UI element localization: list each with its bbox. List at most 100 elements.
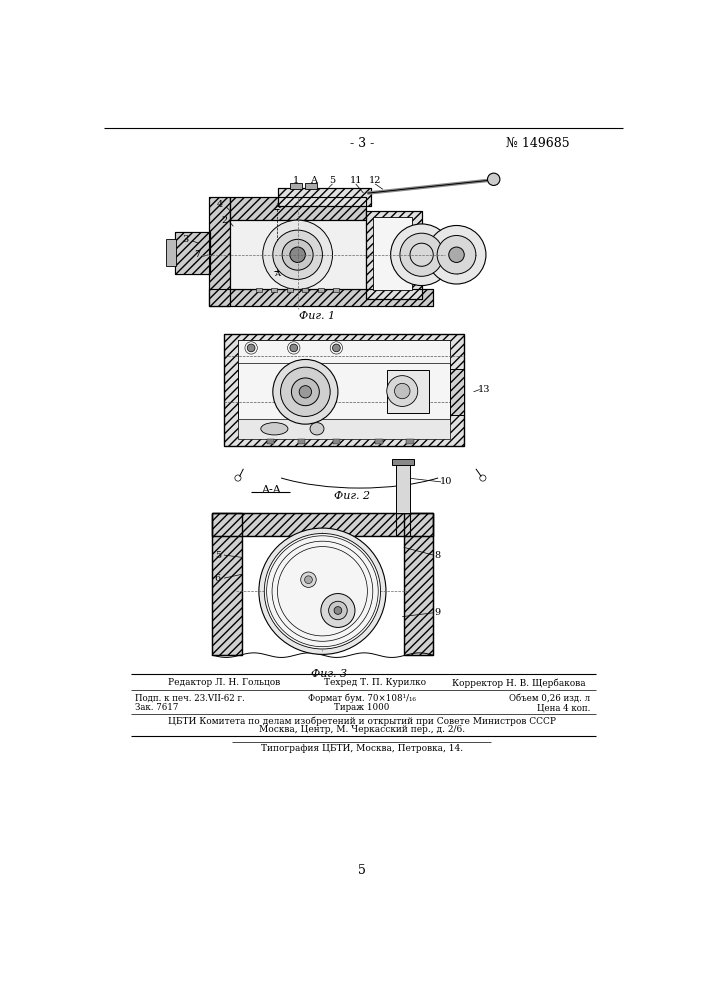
Bar [450,369,464,415]
Text: 5: 5 [358,864,366,877]
Text: 8: 8 [434,551,440,560]
Bar [209,289,433,306]
Bar [366,211,421,299]
Text: Зак. 7617: Зак. 7617 [135,703,178,712]
Bar [166,239,176,266]
Bar [212,513,242,655]
Bar [267,439,274,444]
Bar [290,183,301,189]
Text: A-A: A-A [261,485,281,495]
Circle shape [259,528,386,654]
Text: A: A [274,202,280,210]
Bar [212,513,433,536]
Text: Москва, Центр, М. Черкасский пер., д. 2/6.: Москва, Центр, М. Черкасский пер., д. 2/… [259,725,465,734]
Bar [209,289,433,306]
Text: Корректор Н. В. Щербакова: Корректор Н. В. Щербакова [452,678,585,688]
Bar [230,220,366,289]
Bar [396,463,410,513]
Text: A: A [274,270,280,278]
Bar [279,188,371,206]
Circle shape [387,376,418,406]
Bar [242,536,404,655]
Text: Фиг. 1: Фиг. 1 [299,311,335,321]
Text: Цена 4 коп.: Цена 4 коп. [537,703,590,712]
Bar [175,232,210,274]
Circle shape [321,594,355,627]
Bar [238,340,450,363]
Bar [230,197,366,220]
Bar [333,288,339,292]
Circle shape [291,378,320,406]
Text: 3: 3 [182,235,188,244]
Text: 10: 10 [440,477,452,486]
Circle shape [282,239,313,270]
Bar [212,513,433,536]
Circle shape [290,344,298,352]
Text: Фиг. 3: Фиг. 3 [310,669,346,679]
Text: 5: 5 [215,551,221,560]
Circle shape [300,572,316,587]
Circle shape [437,235,476,274]
Bar [256,288,262,292]
Text: 5: 5 [329,176,336,185]
Circle shape [334,607,341,614]
Circle shape [488,173,500,185]
Bar [404,513,433,655]
Text: A: A [310,176,317,185]
Bar [303,288,308,292]
Bar [387,370,429,413]
Circle shape [290,247,305,262]
Bar [279,188,371,206]
Circle shape [332,344,340,352]
Bar [375,439,383,444]
Text: Подп. к печ. 23.VII-62 г.: Подп. к печ. 23.VII-62 г. [135,694,245,703]
Bar [406,439,414,444]
Circle shape [449,247,464,262]
Circle shape [281,367,330,416]
Bar [209,197,230,306]
Bar [450,369,464,415]
Bar [224,334,464,446]
Text: 13: 13 [477,385,490,394]
Bar [298,439,305,444]
Text: ЦБТИ Комитета по делам изобретений и открытий при Совете Министров СССР: ЦБТИ Комитета по делам изобретений и отк… [168,717,556,726]
Bar [212,513,242,655]
Bar [366,211,421,299]
Text: № 149685: № 149685 [506,137,570,150]
Circle shape [247,344,255,352]
Bar [224,334,464,446]
Bar [175,232,210,274]
Bar [175,232,210,274]
Circle shape [427,225,486,284]
Bar [238,419,450,439]
Bar [238,340,450,421]
Text: 9: 9 [434,608,440,617]
Text: - 3 -: - 3 - [350,137,374,150]
Bar [373,217,411,290]
Text: 7: 7 [194,250,200,259]
Bar [209,197,230,306]
Text: 1: 1 [293,176,299,185]
Bar [287,288,293,292]
Text: 4: 4 [217,200,223,209]
Ellipse shape [261,423,288,435]
Bar [392,459,414,465]
Bar [271,288,277,292]
Circle shape [299,386,312,398]
Circle shape [395,383,410,399]
Circle shape [273,230,322,279]
Bar [332,439,340,444]
Text: Фиг. 2: Фиг. 2 [334,491,370,501]
Circle shape [305,576,312,584]
Text: 2: 2 [221,216,227,225]
Text: 12: 12 [369,176,381,185]
Text: Техред Т. П. Курилко: Техред Т. П. Курилко [324,678,426,687]
Bar [305,183,317,189]
Bar [404,513,433,655]
Circle shape [273,359,338,424]
Circle shape [329,601,347,620]
Circle shape [400,233,443,276]
Text: 11: 11 [349,176,362,185]
Ellipse shape [310,423,324,435]
Text: Редактор Л. Н. Гольцов: Редактор Л. Н. Гольцов [168,678,280,687]
